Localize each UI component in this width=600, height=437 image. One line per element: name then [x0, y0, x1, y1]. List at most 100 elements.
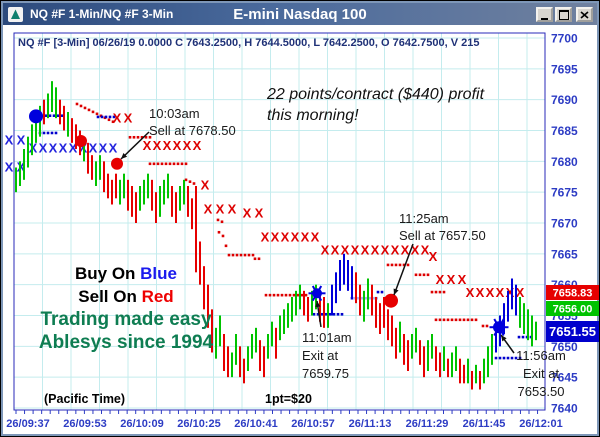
minimize-button[interactable]: [536, 7, 553, 22]
svg-text:X: X: [173, 138, 182, 153]
svg-text:X: X: [361, 243, 370, 258]
promo-tagline: Trading made easy: [40, 309, 212, 330]
svg-text:X: X: [516, 285, 525, 300]
timezone-label: (Pacific Time): [44, 392, 126, 406]
annotation-line: 7659.75: [302, 366, 349, 381]
annotation-line: 11:56am: [516, 348, 566, 363]
svg-text:X: X: [371, 243, 380, 258]
svg-text:X: X: [271, 230, 280, 245]
svg-text:26/10:09: 26/10:09: [120, 418, 163, 430]
svg-text:X: X: [429, 249, 438, 264]
svg-text:7695: 7695: [551, 62, 578, 76]
svg-text:X: X: [193, 138, 202, 153]
svg-text:7690: 7690: [551, 93, 578, 107]
promo-text-block: Buy On Blue Sell On Red Trading made eas…: [26, 262, 226, 354]
svg-text:26/10:41: 26/10:41: [234, 418, 277, 430]
annotation-exit-1101: 11:01am Exit at 7659.75: [302, 329, 352, 383]
svg-text:X: X: [183, 138, 192, 153]
svg-text:X: X: [496, 285, 505, 300]
signal-dot-trails: [38, 102, 533, 360]
ablesys-logo-icon: [8, 6, 23, 22]
svg-text:X: X: [153, 138, 162, 153]
annotation-line: 11:01am: [302, 330, 352, 345]
signal-x-marks: X X X X X X XX XXX XX X X X X XXX X X X XX X X X X XX X X X X X X X X X…: [5, 111, 525, 301]
svg-text:X: X: [163, 138, 172, 153]
svg-text:7645: 7645: [551, 371, 578, 385]
svg-text:X: X: [49, 140, 58, 155]
price-bars: [15, 81, 537, 390]
svg-text:X: X: [143, 138, 152, 153]
annotation-arrows: [120, 131, 515, 354]
svg-text:X: X: [201, 177, 210, 192]
maximize-icon: [558, 9, 569, 20]
svg-text:X: X: [109, 140, 118, 155]
minimize-icon: [541, 10, 548, 20]
svg-text:X: X: [447, 272, 456, 287]
grid-lines: [14, 33, 545, 410]
svg-text:X: X: [89, 140, 98, 155]
annotation-line: 22 points/contract ($440) profit: [267, 86, 485, 103]
svg-text:X: X: [5, 132, 14, 147]
svg-text:X: X: [381, 243, 390, 258]
svg-text:26/09:37: 26/09:37: [6, 418, 49, 430]
svg-text:X: X: [476, 285, 485, 300]
svg-text:X: X: [243, 206, 252, 221]
svg-text:X: X: [17, 159, 26, 174]
svg-text:7640: 7640: [551, 402, 578, 416]
svg-text:26/11:29: 26/11:29: [406, 418, 449, 430]
annotation-profit: 22 points/contract ($440) profit this mo…: [267, 84, 484, 126]
promo-brand: Ablesys since 1994: [38, 332, 214, 353]
svg-text:X: X: [255, 206, 264, 221]
svg-text:X: X: [291, 230, 300, 245]
promo-buy-line: Buy On Blue: [26, 262, 226, 285]
ohlc-header: NQ #F [3-Min] 06/26/19 0.0000 C 7643.250…: [18, 37, 480, 49]
svg-text:X: X: [301, 230, 310, 245]
svg-text:X: X: [17, 132, 26, 147]
svg-text:7700: 7700: [551, 32, 578, 46]
annotation-line: Exit at: [302, 348, 339, 363]
maximize-button[interactable]: [555, 7, 572, 22]
promo-sell-word: Red: [141, 287, 174, 306]
trade-markers: [29, 109, 509, 336]
svg-text:X: X: [341, 243, 350, 258]
svg-text:X: X: [228, 201, 237, 216]
svg-text:X: X: [204, 201, 213, 216]
annotation-sell-1003: 10:03am Sell at 7678.50: [149, 105, 236, 139]
annotation-line: this morning!: [267, 107, 359, 124]
annotation-line: 7653.50: [517, 384, 565, 399]
svg-text:7675: 7675: [551, 186, 578, 200]
annotation-sell-1125: 11:25am Sell at 7657.50: [399, 210, 486, 244]
svg-text:X: X: [436, 272, 445, 287]
svg-text:7665: 7665: [551, 247, 578, 261]
close-icon: [580, 10, 589, 19]
svg-text:26/12:01: 26/12:01: [519, 418, 562, 430]
svg-text:X: X: [5, 159, 14, 174]
close-button[interactable]: [576, 7, 593, 22]
svg-text:X: X: [331, 243, 340, 258]
annotation-line: Sell at 7657.50: [399, 228, 486, 243]
svg-text:X: X: [411, 243, 420, 258]
svg-text:26/11:13: 26/11:13: [349, 418, 392, 430]
svg-text:7670: 7670: [551, 217, 578, 231]
svg-text:X: X: [281, 230, 290, 245]
annotation-line: 11:25am: [399, 211, 449, 226]
window-title: NQ #F 1-Min/NQ #F 3-Min: [30, 7, 174, 21]
svg-text:X: X: [261, 230, 270, 245]
window-controls: [536, 7, 593, 22]
promo-buy-label: Buy On: [74, 264, 141, 283]
x-axis: 26/09:37 26/09:53 26/10:09 26/10:25 26/10:41…: [6, 410, 563, 430]
svg-text:X: X: [113, 111, 122, 126]
svg-text:7651.55: 7651.55: [549, 324, 596, 339]
svg-text:X: X: [39, 140, 48, 155]
svg-text:X: X: [421, 243, 430, 258]
plot-frame: [13, 32, 546, 411]
svg-text:X: X: [216, 201, 225, 216]
promo-sell-label: Sell On: [78, 287, 142, 306]
point-value-label: 1pt=$20: [265, 392, 312, 406]
svg-text:X: X: [311, 230, 320, 245]
svg-text:X: X: [321, 243, 330, 258]
annotation-line: Exit at: [522, 366, 560, 381]
promo-buy-word: Blue: [140, 264, 177, 283]
